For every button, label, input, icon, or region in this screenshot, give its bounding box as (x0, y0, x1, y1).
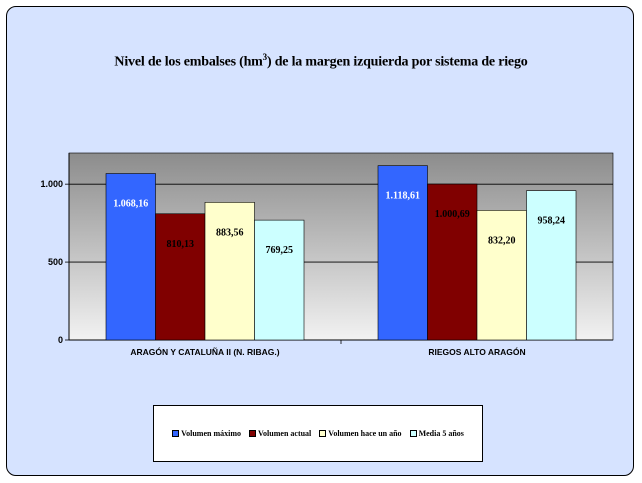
data-label: 1.118,61 (386, 191, 420, 202)
bar (526, 190, 577, 341)
legend-item: Media 5 años (409, 429, 464, 438)
chart-title: Nivel de los embalses (hm3) de la margen… (0, 52, 642, 71)
legend-swatch (172, 430, 180, 437)
x-tick-label: RIEGOS ALTO ARAGÓN (428, 346, 525, 357)
bar (377, 165, 428, 341)
legend-item: Volumen hace un año (319, 429, 402, 438)
chart-title-tail: ) de la margen izquierda por sistema de … (266, 54, 528, 70)
y-tick-label: 1.000 (40, 179, 63, 189)
legend-label: Volumen actual (258, 429, 312, 438)
bar (476, 210, 527, 341)
chart-title-superscript: 3 (262, 52, 268, 62)
data-label: 958,24 (538, 216, 566, 227)
legend-item: Volumen actual (249, 429, 311, 438)
legend-label: Volumen máximo (181, 429, 242, 438)
y-tick-label: 500 (48, 257, 63, 267)
chart-title-text: Nivel de los embalses (hm (114, 54, 263, 70)
bar (204, 202, 255, 341)
data-label: 832,20 (488, 235, 516, 246)
data-label: 1.000,69 (435, 209, 470, 220)
legend-item: Volumen máximo (172, 429, 241, 438)
legend-label: Media 5 años (418, 429, 464, 438)
data-label: 769,25 (266, 245, 294, 256)
legend-swatch (319, 430, 327, 437)
legend: Volumen máximo Volumen actual Volumen hace… (153, 405, 483, 462)
data-label: 883,56 (216, 227, 244, 238)
legend-label: Volumen hace un año (328, 429, 402, 438)
data-label: 810,13 (167, 239, 195, 250)
bar (105, 173, 156, 341)
bar (427, 183, 478, 341)
legend-swatch (409, 430, 417, 437)
legend-swatch (249, 430, 257, 437)
y-tick-label: 0 (58, 335, 63, 345)
bar (254, 219, 305, 341)
data-label: 1.068,16 (113, 199, 148, 210)
x-tick-label: ARAGÓN Y CATALUÑA II (N. RIBAG.) (130, 346, 279, 357)
bar (155, 213, 206, 341)
